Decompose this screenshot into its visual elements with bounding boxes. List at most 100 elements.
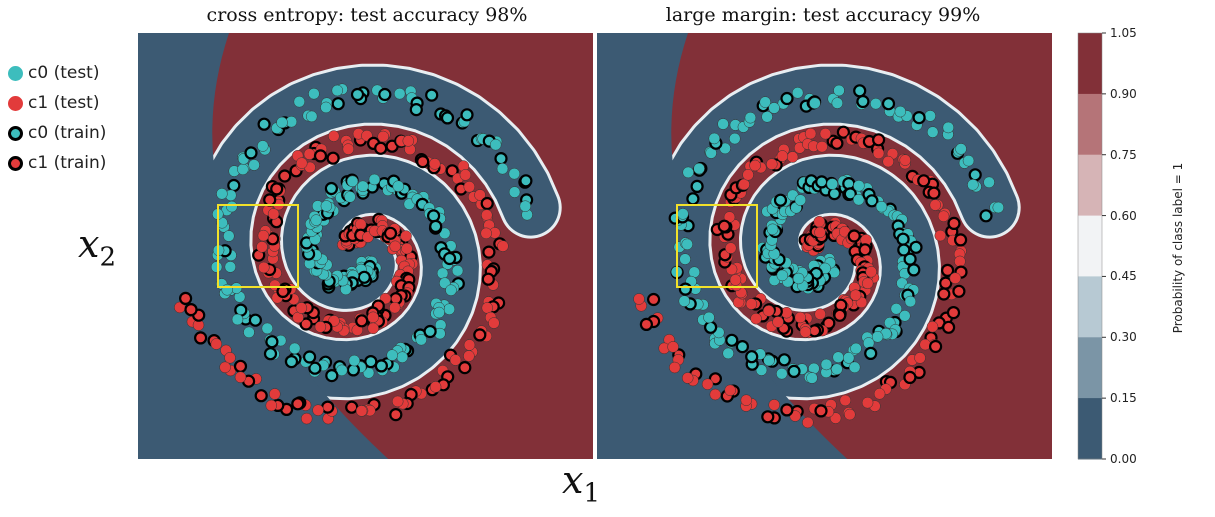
test-point	[445, 284, 457, 296]
train-point	[355, 314, 369, 328]
test-point	[844, 408, 856, 421]
test-point	[839, 394, 852, 407]
train-point	[254, 389, 268, 403]
test-point	[681, 238, 693, 251]
train-point	[331, 97, 345, 111]
train-point	[278, 169, 292, 183]
test-point	[831, 363, 843, 375]
test-point	[496, 162, 509, 175]
test-point	[816, 140, 828, 153]
test-point	[231, 313, 244, 326]
legend-label: c0 (test)	[28, 63, 100, 83]
test-point	[296, 157, 308, 169]
test-point	[703, 311, 715, 324]
test-point	[223, 230, 235, 242]
train-point	[912, 110, 926, 125]
train-point	[686, 192, 700, 206]
train-point	[761, 410, 775, 424]
train-point	[947, 216, 961, 230]
train-point	[263, 347, 278, 361]
test-point	[809, 97, 821, 109]
test-point	[355, 405, 368, 417]
class-0-region-outer	[597, 33, 848, 459]
test-point	[766, 223, 779, 236]
train-point	[941, 320, 956, 334]
test-point	[742, 169, 754, 181]
train-point	[946, 306, 961, 320]
train-point	[843, 187, 857, 201]
test-point	[848, 361, 861, 374]
train-point	[270, 182, 284, 196]
test-point	[786, 151, 799, 163]
test-point	[759, 96, 771, 108]
train-point	[871, 133, 886, 147]
test-point	[668, 361, 681, 374]
train-point	[717, 219, 731, 233]
test-point	[750, 312, 762, 325]
test-point	[937, 210, 950, 222]
legend-label: c1 (test)	[28, 93, 100, 113]
test-point	[768, 102, 780, 114]
test-point	[433, 306, 445, 319]
train-point	[907, 263, 921, 277]
test-point	[396, 351, 409, 363]
panel-title-left: cross entropy: test accuracy 98%	[206, 4, 528, 26]
train-point	[639, 317, 654, 331]
train-point	[690, 179, 704, 193]
test-point	[305, 110, 318, 123]
train-point	[481, 272, 495, 286]
test-point	[882, 155, 894, 168]
legend-item: c0 (test)	[8, 58, 106, 88]
train-point	[830, 136, 844, 150]
train-point	[917, 174, 931, 188]
legend-marker-c0-train	[8, 125, 23, 141]
train-point	[265, 335, 279, 349]
test-point	[794, 311, 807, 324]
test-point	[386, 349, 398, 361]
train-point	[787, 364, 801, 378]
train-point	[909, 240, 923, 254]
test-point	[762, 305, 775, 317]
test-point	[792, 272, 805, 285]
test-point	[749, 159, 761, 172]
test-point	[474, 189, 486, 201]
legend-item: c1 (test)	[8, 88, 106, 118]
test-point	[872, 147, 885, 160]
colorbar-segment	[1078, 276, 1102, 338]
test-point	[729, 132, 741, 145]
test-point	[258, 261, 270, 274]
test-point	[248, 159, 260, 171]
train-point	[425, 88, 439, 102]
train-point	[847, 229, 861, 243]
x-axis-label: x1	[562, 458, 600, 509]
test-point	[914, 352, 926, 364]
test-point	[926, 320, 939, 333]
train-point	[257, 117, 271, 131]
test-point	[949, 272, 962, 284]
test-point	[926, 126, 939, 138]
y-axis-label: x2	[78, 222, 116, 273]
test-point	[678, 295, 691, 307]
colorbar-segment	[1078, 154, 1102, 217]
train-point	[937, 287, 951, 301]
test-point	[776, 150, 789, 162]
test-point	[508, 186, 521, 198]
train-point	[324, 181, 338, 196]
train-point	[345, 400, 359, 414]
colorbar-frame	[1077, 32, 1103, 460]
test-point	[368, 173, 381, 186]
test-point	[853, 180, 865, 192]
train-point	[780, 403, 794, 417]
train-point	[494, 152, 508, 166]
test-point	[738, 178, 750, 191]
test-point	[804, 127, 817, 140]
train-point	[927, 186, 941, 200]
train-point	[374, 359, 388, 373]
test-point	[904, 295, 917, 308]
test-point	[679, 253, 691, 265]
train-point	[735, 340, 750, 354]
test-point	[344, 191, 356, 203]
train-point	[703, 320, 718, 334]
test-point	[463, 181, 476, 193]
test-point	[320, 101, 332, 114]
